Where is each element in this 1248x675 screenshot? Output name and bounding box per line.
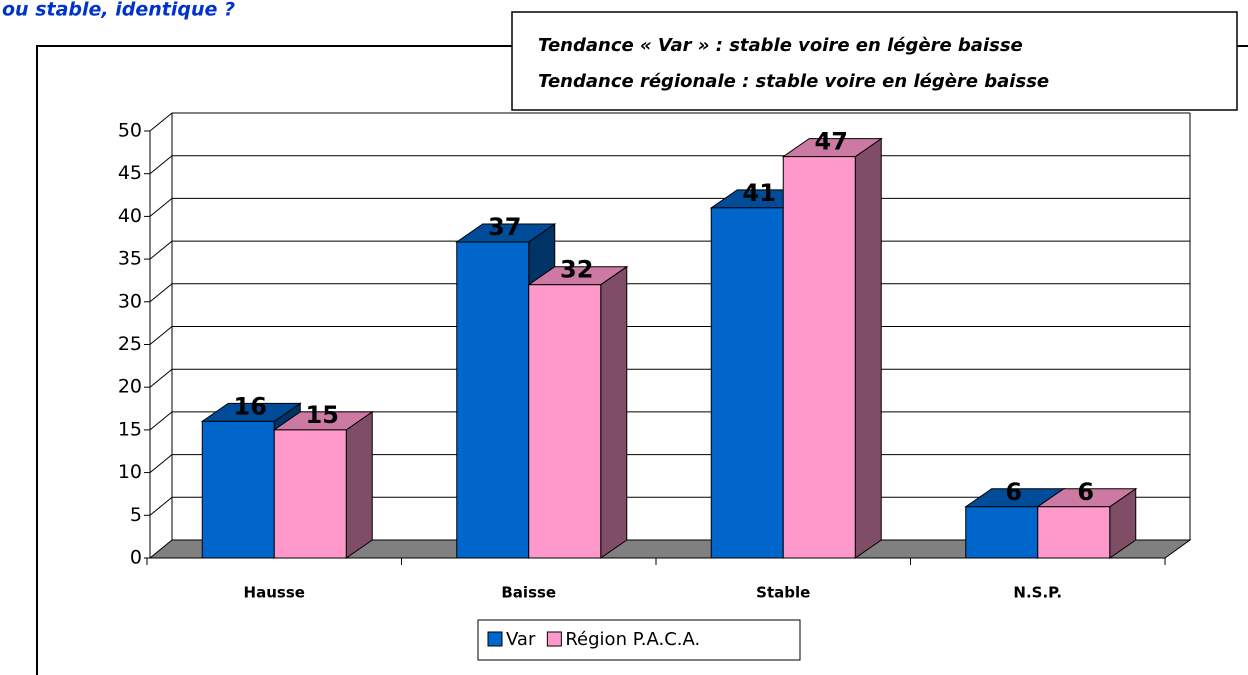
y-tick-label: 5 xyxy=(130,504,142,526)
bar xyxy=(273,429,347,559)
legend-label: Var xyxy=(506,629,536,650)
grid-line xyxy=(149,283,173,303)
y-tick-label: 10 xyxy=(118,461,142,483)
bar xyxy=(710,207,784,559)
grid-line xyxy=(149,454,173,473)
bar-side xyxy=(600,265,628,559)
chart-title: ou stable, identique ? xyxy=(2,0,235,21)
y-tick-label: 50 xyxy=(118,120,142,142)
grid-line xyxy=(149,240,173,260)
bar-side xyxy=(345,410,373,559)
bar xyxy=(965,506,1039,559)
data-label: 32 xyxy=(560,256,593,284)
x-tick-label: Hausse xyxy=(244,584,305,602)
annotation: Tendance régionale : stable voire en lég… xyxy=(538,71,1049,92)
y-tick-label: 40 xyxy=(118,205,142,227)
annotation: Tendance « Var » : stable voire en légèr… xyxy=(538,35,1023,56)
bar xyxy=(1037,506,1111,559)
grid-line xyxy=(149,496,173,516)
y-tick-label: 35 xyxy=(118,248,142,270)
y-tick-label: 15 xyxy=(118,418,142,440)
legend xyxy=(477,619,801,661)
bar xyxy=(456,241,530,559)
legend-swatch xyxy=(546,631,562,647)
y-tick-label: 0 xyxy=(130,547,142,569)
x-tick-label: Stable xyxy=(756,584,810,602)
grid-line xyxy=(149,411,173,431)
y-tick-label: 25 xyxy=(118,333,142,355)
data-label: 15 xyxy=(306,401,339,429)
data-label: 16 xyxy=(234,392,267,420)
bar xyxy=(201,420,275,559)
grid-line xyxy=(149,155,173,175)
grid-line xyxy=(149,198,173,217)
bar xyxy=(782,156,856,559)
grid-line xyxy=(149,326,173,345)
legend-swatch xyxy=(487,631,503,647)
frame xyxy=(36,45,512,675)
x-tick-label: Baisse xyxy=(501,584,556,602)
legend-label: Région P.A.C.A. xyxy=(565,629,700,650)
grid-line xyxy=(149,112,173,132)
data-label: 47 xyxy=(815,128,848,156)
data-label: 6 xyxy=(1077,478,1094,506)
grid-line xyxy=(149,368,173,388)
bar-side xyxy=(854,137,882,559)
data-label: 37 xyxy=(488,213,521,241)
x-tick-label: N.S.P. xyxy=(1013,584,1062,602)
data-label: 41 xyxy=(743,179,776,207)
data-label: 6 xyxy=(1005,478,1022,506)
y-tick-label: 30 xyxy=(118,290,142,312)
y-tick-label: 20 xyxy=(118,376,142,398)
y-tick-label: 45 xyxy=(118,162,142,184)
bar xyxy=(528,284,602,559)
annotation-box xyxy=(511,11,1238,111)
